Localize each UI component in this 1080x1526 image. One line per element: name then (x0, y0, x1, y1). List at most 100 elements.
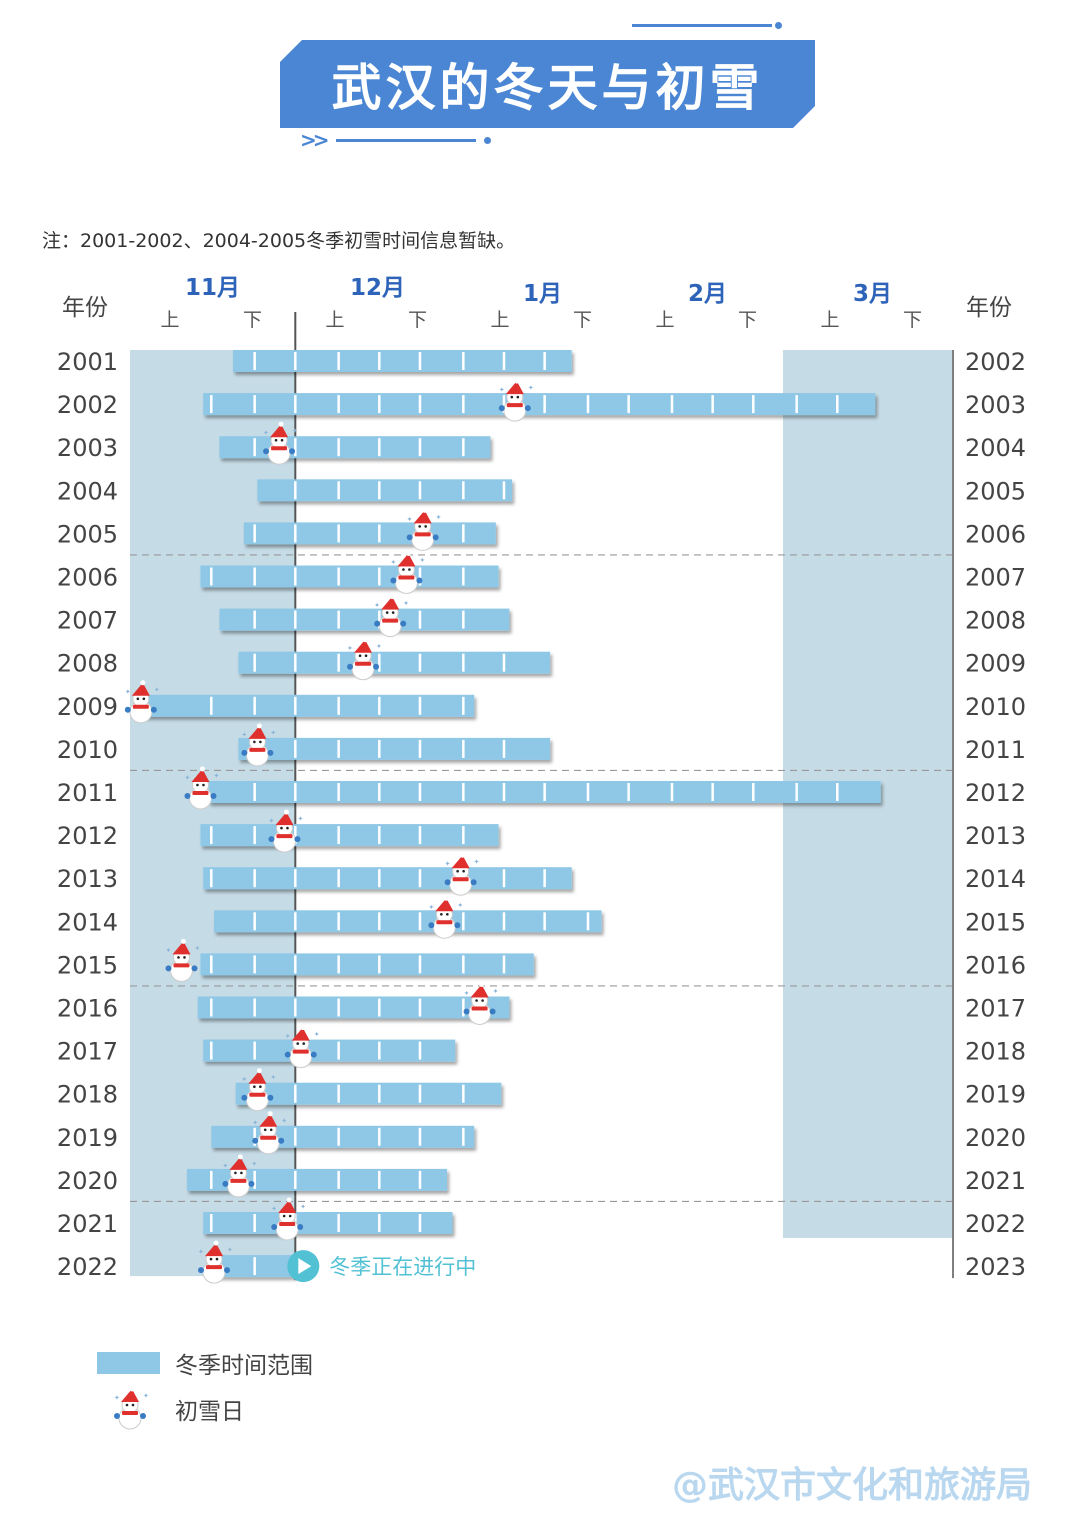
snowman-eye (456, 869, 459, 873)
snowflake: ✦ (493, 988, 499, 996)
winter-range-bar (200, 953, 534, 976)
snowman-eye (296, 1042, 300, 1045)
snowman-scarf (414, 532, 431, 537)
ongoing-label: 冬季正在进行中 (329, 1255, 476, 1279)
snowman-scarf (471, 1006, 488, 1011)
end-year-label: 2014 (965, 865, 1026, 893)
snowflake: ✦ (390, 559, 396, 567)
snowman-eye (424, 525, 427, 528)
start-year-label: 2019 (57, 1124, 118, 1152)
snowman-scarf (292, 1049, 309, 1054)
first-snow-snowman-icon: ✦ ✦ (284, 1025, 320, 1069)
snowman-eye (209, 1257, 213, 1261)
snowman-scarf (506, 403, 523, 408)
winter-range-bar (219, 436, 491, 459)
winter-range-bar (232, 350, 572, 372)
start-year-label: 2006 (57, 564, 118, 592)
snowman-hat-pom (460, 852, 466, 858)
winter-range-bar (203, 867, 572, 890)
snowman-eye (446, 913, 449, 916)
snowman-eye (391, 611, 395, 614)
snowman-eye (274, 438, 278, 442)
end-year-label: 2002 (965, 348, 1026, 376)
snowflake: ✦ (445, 860, 451, 868)
start-year-label: 2017 (57, 1038, 118, 1066)
snowman-hat (470, 984, 489, 998)
start-year-label: 2011 (57, 779, 118, 807)
snowflake: ✦ (270, 1074, 276, 1082)
snowman-eye (142, 697, 146, 701)
half-month-label: 下 (573, 309, 592, 331)
snowman-mitten (271, 1224, 278, 1230)
snowman-scarf (398, 575, 415, 580)
snowman-hat-pom (199, 766, 205, 772)
snowman-eye (259, 1085, 262, 1088)
snowman-hat (259, 1113, 278, 1127)
snowman-scarf (436, 920, 453, 925)
end-year-label: 2015 (965, 908, 1026, 936)
snowman-scarf (260, 1135, 277, 1140)
snowman-hat (381, 596, 400, 610)
end-year-label: 2006 (965, 520, 1026, 548)
snowflake: ✦ (436, 513, 442, 521)
snowflake: ✦ (154, 686, 160, 694)
first-snow-snowman-icon: ✦ ✦ (263, 421, 298, 465)
snowman-mitten (347, 663, 354, 670)
snowman-hat-pom (300, 1025, 306, 1031)
title-deco-dot-top (775, 22, 782, 29)
snowman-scarf (249, 1092, 266, 1097)
snowman-mitten (373, 663, 380, 670)
end-year-label: 2017 (965, 995, 1026, 1023)
snowman-eye (196, 783, 199, 787)
snowman-hat-pom (180, 938, 186, 944)
half-month-label: 上 (490, 309, 509, 331)
end-year-label: 2021 (965, 1167, 1026, 1195)
snowman-hat-pom (389, 594, 395, 600)
snowman-eye (125, 1403, 129, 1407)
snowflake: ✦ (403, 600, 409, 608)
snowman-hat-pom (362, 637, 368, 643)
snowflake: ✦ (213, 772, 219, 780)
snowman-mitten (432, 534, 439, 541)
snowflake: ✦ (374, 602, 380, 610)
chart-note: 注：2001-2002、2004-2005冬季初雪时间信息暂缺。 (42, 230, 516, 252)
snowman-scarf (382, 618, 399, 623)
snowman-hat-pom (256, 1068, 262, 1074)
snowman-scarf (355, 661, 372, 666)
start-year-label: 2003 (57, 434, 118, 462)
snowman-mitten (406, 534, 413, 541)
start-year-label: 2008 (57, 650, 118, 678)
winter-range-bar (243, 522, 496, 545)
start-year-label: 2022 (57, 1253, 118, 1281)
snowflake: ✦ (227, 1246, 233, 1254)
snowflake: ✦ (376, 643, 382, 651)
year-header-left: 年份 (62, 295, 108, 321)
snowflake: ✦ (297, 815, 303, 823)
half-month-label: 上 (325, 309, 344, 331)
snowman-hat-pom (286, 1197, 292, 1203)
snowman-mitten (191, 965, 198, 972)
snowflake: ✦ (194, 944, 200, 952)
snowman-hat-pom (237, 1154, 243, 1160)
snowman-scarf (132, 704, 149, 709)
start-year-label: 2005 (57, 520, 118, 548)
first-snow-snowman-icon: ✦ ✦ (428, 895, 463, 939)
snowman-hat (205, 1243, 224, 1257)
snowman-mitten (241, 749, 248, 756)
winter-range-bar (203, 1212, 453, 1234)
snowflake: ✦ (165, 946, 171, 954)
snowman-mitten (374, 620, 381, 627)
snowman-mitten (248, 1180, 255, 1187)
snowman-eye (177, 956, 180, 959)
snowman-hat-pom (213, 1240, 219, 1246)
start-year-label: 2012 (57, 822, 118, 850)
snowman-hat-pom (514, 378, 520, 384)
winter-range-bar (235, 1082, 502, 1105)
play-triangle-icon (298, 1258, 312, 1275)
snowman-mitten (284, 1051, 291, 1058)
end-year-label: 2009 (965, 650, 1026, 678)
snowman-eye (280, 438, 284, 442)
start-year-label: 2009 (57, 693, 118, 721)
month-label: 2月 (688, 281, 727, 307)
snowman-hat (451, 855, 470, 869)
